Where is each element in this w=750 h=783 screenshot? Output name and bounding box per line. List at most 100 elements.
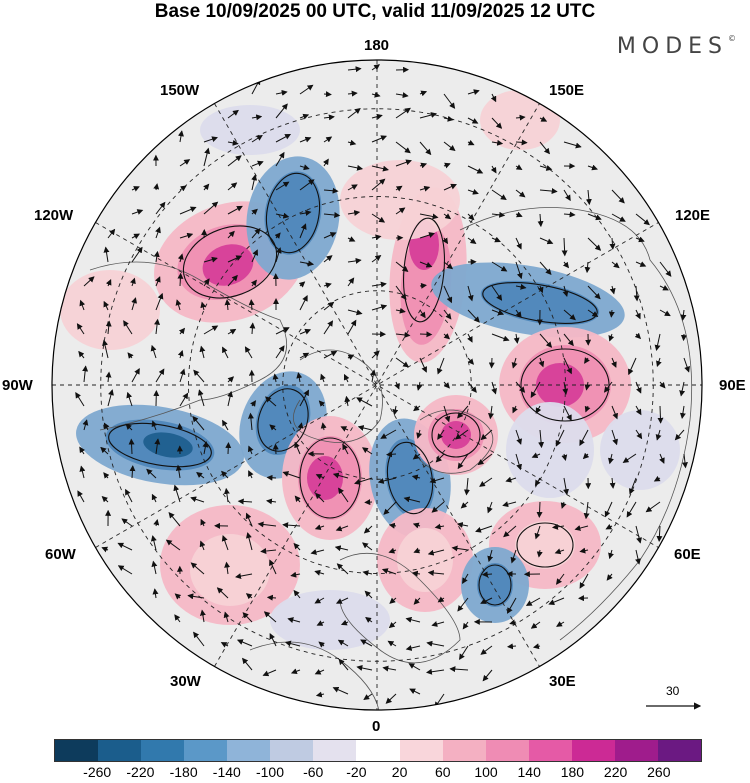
wind-arrow	[224, 299, 231, 311]
wind-arrow	[491, 211, 506, 218]
wind-arrow	[419, 185, 431, 192]
wind-arrow	[175, 464, 182, 479]
wind-arrow	[299, 136, 312, 143]
wind-arrow	[635, 236, 645, 243]
wind-arrow	[382, 665, 397, 672]
wind-arrow	[562, 261, 570, 269]
wind-arrow	[153, 518, 160, 527]
wind-arrow	[437, 429, 445, 440]
lon-label-180: 180	[364, 37, 390, 54]
wind-arrow	[412, 522, 421, 529]
wind-arrow	[272, 373, 279, 383]
wind-arrow	[244, 346, 253, 359]
wind-arrow	[315, 473, 325, 480]
wind-arrow	[562, 381, 569, 395]
wind-arrow	[155, 368, 165, 383]
wind-arrow	[674, 429, 685, 441]
wind-arrow	[125, 488, 133, 503]
wind-arrow	[635, 405, 642, 416]
brand-mark: ©	[728, 34, 736, 43]
wind-arrow	[389, 597, 397, 604]
wind-arrow	[395, 92, 409, 99]
wind-arrow	[535, 405, 542, 414]
wind-arrow	[413, 547, 421, 554]
anomaly-patch	[202, 244, 254, 286]
wind-arrow	[266, 474, 277, 481]
anomaly-patch	[60, 270, 160, 350]
wind-arrow	[187, 593, 205, 600]
wind-arrow	[555, 429, 565, 447]
colorbar-swatch	[614, 740, 658, 761]
wind-arrow	[146, 468, 157, 479]
wind-arrow	[443, 405, 451, 423]
colorbar-swatch	[270, 740, 314, 761]
wind-arrow	[394, 381, 400, 390]
wind-arrow	[419, 282, 427, 289]
wind-arrow	[343, 373, 350, 383]
wind-arrow	[680, 309, 687, 321]
coastline	[339, 553, 461, 664]
wind-arrow	[381, 568, 397, 575]
wind-arrow	[314, 524, 325, 531]
wind-arrow	[347, 257, 362, 264]
wind-arrow	[480, 597, 493, 604]
contour-line	[516, 522, 574, 568]
wind-arrow	[347, 319, 357, 335]
wind-arrow	[323, 282, 332, 289]
wind-arrow	[275, 133, 292, 143]
anomaly-patch	[515, 521, 575, 569]
wind-arrow	[357, 425, 373, 431]
wind-arrow	[247, 412, 254, 431]
wind-arrow	[371, 281, 387, 288]
wind-arrow	[365, 616, 373, 623]
wind-arrow	[587, 285, 601, 300]
wind-arrow	[347, 139, 357, 146]
wind-arrow	[361, 447, 373, 455]
wind-arrow	[419, 309, 426, 319]
wind-arrow	[383, 501, 397, 515]
wind-arrow	[77, 490, 85, 503]
wind-arrow	[269, 424, 277, 431]
wind-arrow	[584, 357, 590, 364]
wind-arrow	[525, 597, 541, 606]
wind-arrow	[177, 349, 184, 359]
wind-arrow	[537, 285, 544, 294]
wind-arrow	[467, 165, 484, 174]
wind-arrow	[299, 164, 310, 171]
wind-arrow	[275, 103, 288, 119]
wind-arrow	[562, 285, 569, 298]
anomaly-patch	[441, 421, 471, 449]
wind-arrow	[347, 236, 356, 242]
wind-arrow	[360, 639, 373, 647]
wind-arrow	[584, 405, 591, 413]
wind-arrow	[395, 285, 407, 300]
wind-arrow	[608, 453, 614, 465]
wind-arrow	[248, 470, 254, 479]
wind-arrow	[411, 474, 421, 481]
wind-arrow	[342, 443, 349, 455]
wind-arrow	[227, 255, 243, 263]
wind-arrow	[419, 213, 439, 220]
wind-arrow	[193, 369, 205, 383]
wind-arrow	[413, 405, 421, 412]
wind-arrow	[153, 183, 160, 191]
wind-arrow	[480, 645, 493, 655]
wind-arrow	[129, 465, 136, 479]
anomaly-patch	[340, 160, 460, 240]
wind-arrow	[251, 174, 258, 191]
wind-arrow	[479, 477, 493, 487]
wind-arrow	[287, 617, 301, 623]
lon-label-90w: 90W	[2, 377, 33, 394]
wind-arrow	[605, 523, 613, 530]
colorbar-swatch	[98, 740, 142, 761]
wind-arrow	[582, 452, 590, 460]
wind-arrow	[251, 160, 264, 167]
wind-arrow	[236, 639, 253, 647]
wind-arrow	[467, 309, 480, 323]
wind-arrow	[197, 389, 205, 407]
wind-arrow	[102, 339, 109, 359]
wind-arrow	[356, 665, 373, 671]
wind-arrow	[227, 274, 238, 287]
wind-arrow	[364, 590, 373, 599]
